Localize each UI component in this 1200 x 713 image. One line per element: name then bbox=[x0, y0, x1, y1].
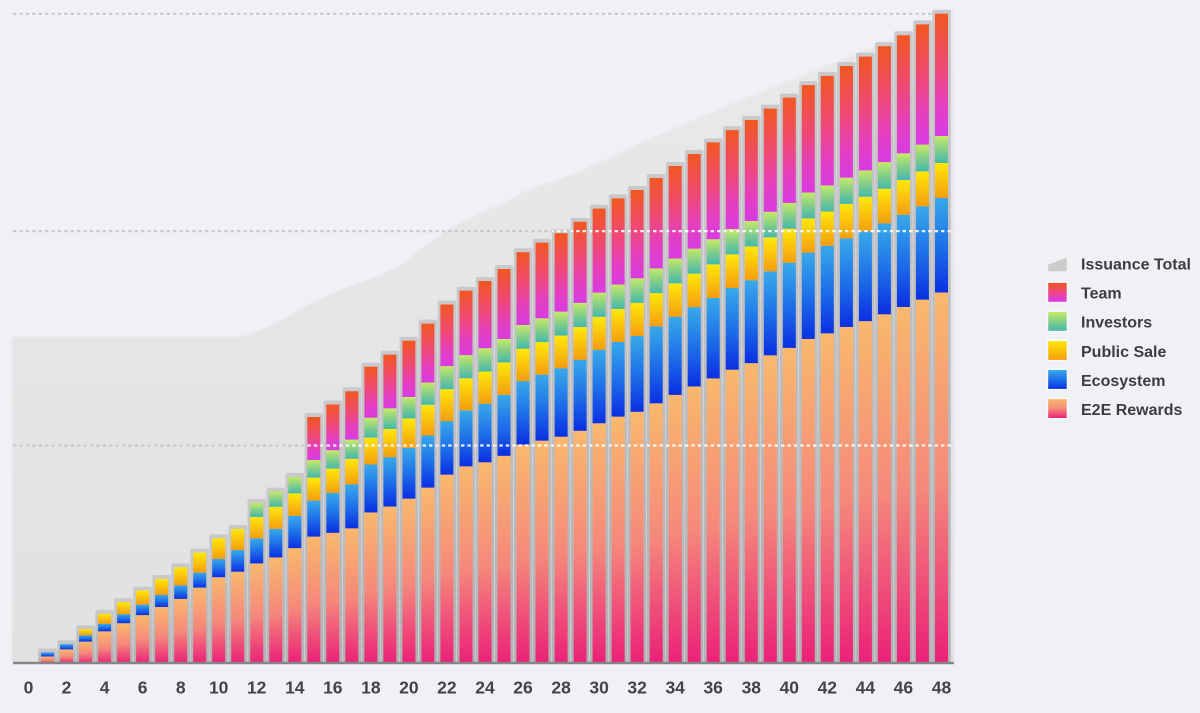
svg-text:24: 24 bbox=[475, 678, 495, 698]
svg-text:20: 20 bbox=[399, 678, 419, 698]
svg-text:44: 44 bbox=[856, 678, 876, 698]
svg-text:26: 26 bbox=[513, 678, 533, 698]
svg-text:40: 40 bbox=[780, 678, 800, 698]
svg-text:16: 16 bbox=[323, 678, 343, 698]
svg-text:10: 10 bbox=[209, 678, 229, 698]
svg-text:34: 34 bbox=[665, 678, 685, 698]
svg-text:14: 14 bbox=[285, 678, 305, 698]
svg-text:28: 28 bbox=[551, 678, 571, 698]
svg-text:38: 38 bbox=[742, 678, 762, 698]
svg-text:Ecosystem: Ecosystem bbox=[1081, 373, 1166, 390]
svg-text:Investors: Investors bbox=[1081, 315, 1152, 332]
svg-text:36: 36 bbox=[703, 678, 723, 698]
svg-text:22: 22 bbox=[437, 678, 457, 698]
svg-text:12: 12 bbox=[247, 678, 267, 698]
svg-text:Public Sale: Public Sale bbox=[1081, 344, 1166, 361]
svg-text:Issuance Total: Issuance Total bbox=[1081, 257, 1191, 274]
svg-text:8: 8 bbox=[176, 678, 186, 698]
svg-text:48: 48 bbox=[932, 678, 952, 698]
svg-text:42: 42 bbox=[818, 678, 838, 698]
svg-text:32: 32 bbox=[627, 678, 647, 698]
svg-text:4: 4 bbox=[100, 678, 110, 698]
svg-text:2: 2 bbox=[62, 678, 72, 698]
svg-text:E2E Rewards: E2E Rewards bbox=[1081, 402, 1182, 419]
svg-text:0: 0 bbox=[24, 678, 34, 698]
svg-text:30: 30 bbox=[589, 678, 609, 698]
svg-text:6: 6 bbox=[138, 678, 148, 698]
svg-text:Team: Team bbox=[1081, 286, 1122, 303]
svg-text:18: 18 bbox=[361, 678, 381, 698]
svg-text:46: 46 bbox=[894, 678, 914, 698]
